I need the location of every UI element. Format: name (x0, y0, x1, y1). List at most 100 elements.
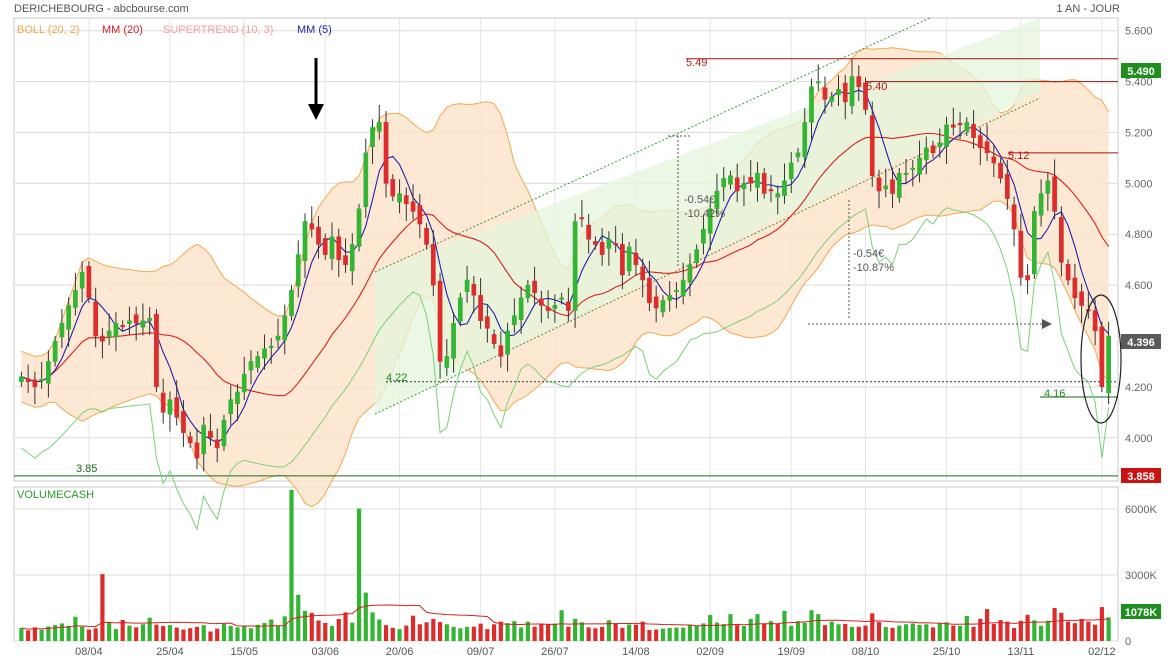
volume-bar (937, 623, 942, 641)
volume-bar (1079, 619, 1084, 641)
candle-body (1079, 291, 1084, 306)
candle-body (815, 81, 821, 84)
candle-body (39, 378, 44, 382)
candle-body (336, 236, 342, 260)
candle-body (566, 301, 571, 311)
volume-bar (471, 626, 476, 641)
price-tick-label: 5.400 (1125, 77, 1153, 89)
volume-bar (309, 612, 314, 641)
candle-body (1004, 173, 1010, 199)
drop2-pct-label: -10.87% (853, 262, 894, 274)
down-arrow-icon (308, 58, 324, 120)
volume-bar (822, 625, 828, 641)
volume-bars (19, 489, 1111, 641)
volume-bar (390, 627, 395, 641)
volume-bar (370, 612, 375, 641)
candle-body (923, 147, 929, 161)
volume-bar (1005, 621, 1010, 641)
volume-bar (559, 610, 564, 641)
volume-bar (633, 624, 639, 641)
candle-body (1106, 335, 1111, 394)
price-tick-label: 4.000 (1125, 433, 1153, 445)
candle-body (201, 424, 207, 455)
volume-tick-label: 0 (1125, 636, 1131, 648)
volume-bar (1011, 628, 1017, 641)
candle-body (701, 228, 706, 244)
candle-body (1011, 204, 1017, 230)
candle-body (606, 239, 612, 249)
volume-bar (498, 621, 503, 641)
volume-bar (458, 628, 463, 641)
price-tick-label: 4.600 (1125, 280, 1153, 292)
candle-body (424, 227, 429, 245)
candle-body (633, 252, 639, 266)
candle-body (133, 314, 139, 324)
legend-mm5: MM (5) (297, 24, 332, 36)
candle-body (127, 320, 132, 325)
candle-body (964, 122, 970, 132)
volume-bar (930, 627, 936, 641)
candle-body (46, 361, 51, 384)
volume-bar (667, 628, 672, 641)
candle-body (1092, 310, 1098, 332)
candle-body (1018, 230, 1024, 278)
volume-bar (998, 620, 1003, 641)
volume-bar (951, 625, 956, 641)
date-tick-label: 03/06 (311, 646, 339, 658)
date-tick-label: 09/07 (467, 646, 495, 658)
candlesticks (19, 59, 1111, 472)
volume-bar (113, 629, 119, 641)
candle-body (620, 244, 625, 276)
volume-bar (795, 621, 801, 641)
candle-body (282, 315, 288, 341)
candle-body (403, 195, 409, 204)
candle-body (268, 345, 274, 348)
volume-axis: 6000K 3000K 0 (1125, 504, 1157, 648)
volume-bar (627, 624, 632, 641)
volume-bar (194, 626, 200, 641)
date-tick-label: 13/11 (1007, 646, 1034, 658)
volume-bar (242, 625, 247, 641)
candle-body (512, 315, 517, 326)
volume-bar (620, 627, 625, 641)
badge-volume-value: 1078K (1125, 607, 1157, 619)
volume-bar (323, 622, 328, 641)
volume-bar (708, 615, 713, 641)
volume-bar (741, 626, 747, 641)
volume-bar (539, 623, 544, 641)
level-416-label: 4.16 (1044, 388, 1065, 400)
volume-bar (1093, 624, 1098, 641)
candle-body (316, 226, 321, 245)
volume-bar (856, 626, 861, 641)
volume-title: VOLUMECASH (17, 489, 94, 501)
level-540-label: 5.40 (866, 81, 887, 93)
candle-body (383, 122, 389, 184)
volume-bar (174, 627, 179, 641)
volume-bar (525, 621, 530, 641)
volume-bar (640, 621, 645, 641)
volume-bar (836, 624, 841, 641)
volume-bar (917, 624, 922, 641)
candle-body (586, 224, 591, 240)
volume-bar (1052, 608, 1057, 641)
volume-bar (870, 613, 875, 641)
date-tick-label: 02/12 (1088, 646, 1116, 658)
volume-bar (883, 626, 888, 641)
volume-bar (53, 625, 58, 641)
volume-bar (701, 623, 706, 641)
badge-high-value: 5.490 (1127, 66, 1155, 78)
candle-body (977, 135, 983, 148)
candle-body (674, 289, 679, 292)
candle-body (842, 82, 848, 103)
candle-body (235, 391, 240, 404)
volume-tick-label: 3000K (1125, 570, 1157, 582)
candle-body (829, 96, 835, 102)
level-512-label: 5.12 (1008, 150, 1029, 162)
volume-bar (984, 609, 990, 641)
volume-bar (816, 614, 821, 641)
candle-body (86, 266, 92, 299)
candle-body (579, 217, 585, 220)
volume-bar (343, 612, 348, 641)
volume-bar (147, 617, 152, 641)
